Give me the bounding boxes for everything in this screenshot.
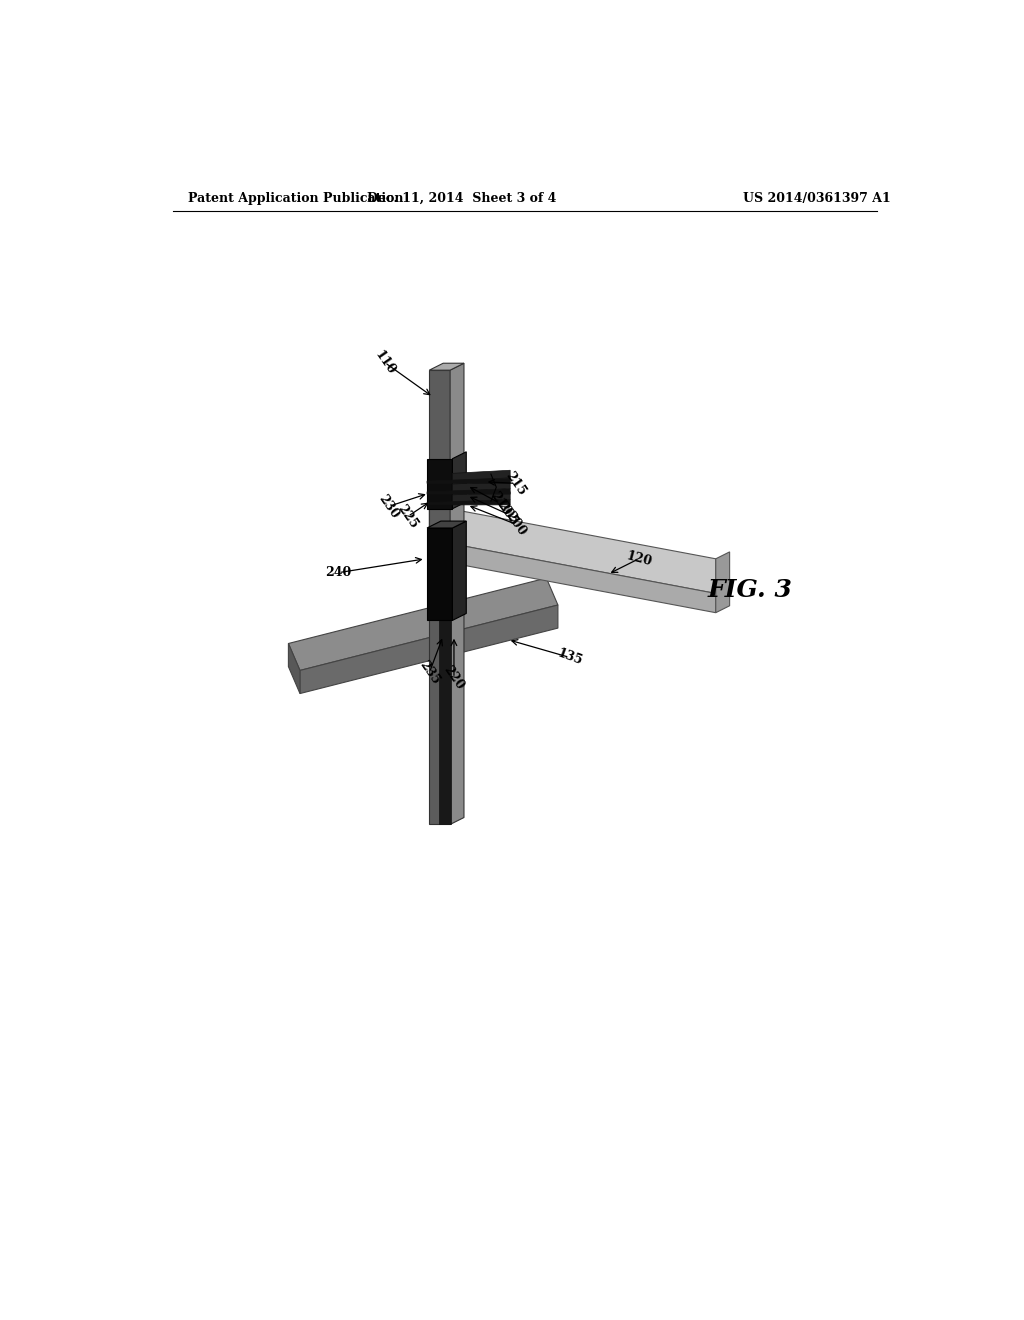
Polygon shape [427, 459, 453, 508]
Text: 225: 225 [395, 502, 421, 531]
Text: Patent Application Publication: Patent Application Publication [188, 191, 403, 205]
Text: 110: 110 [372, 348, 397, 378]
Polygon shape [453, 470, 510, 480]
Polygon shape [429, 540, 716, 612]
Text: 215: 215 [503, 469, 528, 498]
Text: 235: 235 [417, 659, 442, 688]
Polygon shape [289, 644, 300, 693]
Polygon shape [427, 478, 510, 483]
Polygon shape [429, 370, 451, 825]
Text: 200: 200 [503, 510, 528, 539]
Text: US 2014/0361397 A1: US 2014/0361397 A1 [742, 191, 891, 205]
Polygon shape [453, 492, 510, 503]
Text: 230: 230 [376, 492, 401, 521]
Text: FIG. 3: FIG. 3 [708, 578, 793, 602]
Text: 240: 240 [326, 566, 351, 579]
Polygon shape [427, 521, 466, 528]
Text: 205: 205 [495, 500, 520, 528]
Text: 120: 120 [625, 549, 653, 569]
Polygon shape [438, 620, 451, 825]
Polygon shape [429, 506, 716, 594]
Polygon shape [427, 499, 510, 506]
Text: 210: 210 [487, 488, 513, 517]
Polygon shape [289, 578, 558, 671]
Polygon shape [453, 451, 466, 508]
Polygon shape [716, 552, 730, 612]
Text: 220: 220 [441, 664, 467, 693]
Polygon shape [453, 521, 466, 620]
Polygon shape [451, 363, 464, 825]
Text: Dec. 11, 2014  Sheet 3 of 4: Dec. 11, 2014 Sheet 3 of 4 [367, 191, 556, 205]
Polygon shape [427, 528, 453, 620]
Polygon shape [453, 480, 510, 492]
Polygon shape [429, 363, 464, 370]
Text: 135: 135 [555, 647, 584, 668]
Polygon shape [300, 605, 558, 693]
Polygon shape [427, 488, 510, 494]
